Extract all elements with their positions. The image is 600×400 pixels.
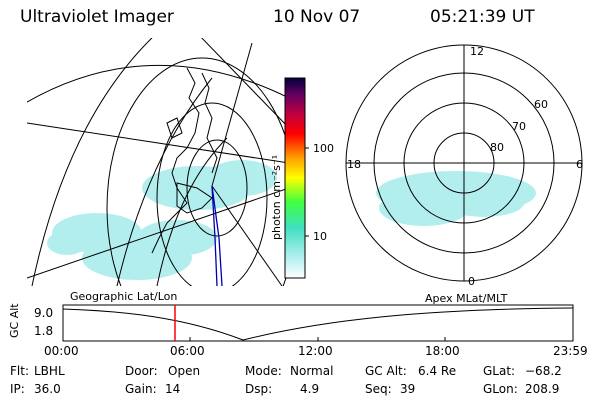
geographic-map [27, 38, 289, 286]
date-label: 10 Nov 07 [273, 7, 361, 27]
polar-map [345, 44, 583, 282]
gcalt-value: 6.4 Re [418, 364, 457, 378]
orbit-altitude-timeline [62, 304, 574, 342]
mlt-label-6: 6 [576, 158, 583, 171]
timeline-y-tick-9: 9.0 [34, 306, 54, 320]
door-label: Door: [125, 364, 158, 378]
gain-value: 14 [165, 382, 181, 396]
colorbar-tick-100: 100 [313, 142, 334, 155]
mlat-label-70: 70 [512, 120, 526, 133]
glon-label: GLon: [483, 382, 518, 396]
dsp-value: 4.9 [300, 382, 320, 396]
ip-value: 36.0 [34, 382, 61, 396]
glon-value: 208.9 [525, 382, 560, 396]
timeline-x-tick-0000: 00:00 [44, 344, 79, 358]
gcalt-label: GC Alt: [365, 364, 407, 378]
aurora-emission-geo [47, 160, 277, 280]
mlt-label-0: 0 [468, 275, 475, 288]
orbit-track-geo [211, 185, 223, 286]
timeline-y-tick-1-8: 1.8 [34, 324, 54, 338]
dsp-label: Dsp: [245, 382, 273, 396]
door-value: Open [168, 364, 201, 378]
colorbar-tick-10: 10 [313, 230, 327, 243]
glat-value: −68.2 [525, 364, 562, 378]
timeline-x-tick-1800: 18:00 [425, 344, 460, 358]
seq-value: 39 [400, 382, 416, 396]
mode-label: Mode: [245, 364, 282, 378]
mlt-label-12: 12 [470, 45, 484, 58]
time-label: 05:21:39 UT [430, 7, 535, 27]
glat-label: GLat: [483, 364, 516, 378]
mlat-label-80: 80 [490, 141, 504, 154]
instrument-title: Ultraviolet Imager [20, 7, 174, 27]
timeline-x-tick-2359: 23:59 [553, 344, 588, 358]
mode-value: Normal [290, 364, 334, 378]
geo-map-label: Geographic Lat/Lon [70, 290, 178, 303]
timeline-axis-title: GC Alt [8, 303, 21, 338]
flt-label: Flt: [10, 364, 29, 378]
colorbar [284, 77, 309, 279]
mlat-label-60: 60 [534, 98, 548, 111]
polar-map-label: Apex MLat/MLT [425, 292, 508, 305]
seq-label: Seq: [365, 382, 392, 396]
ip-label: IP: [10, 382, 25, 396]
flt-value: LBHL [34, 364, 65, 378]
timeline-x-tick-1200: 12:00 [298, 344, 333, 358]
mlt-label-18: 18 [347, 158, 361, 171]
timeline-x-tick-0600: 06:00 [170, 344, 205, 358]
gain-label: Gain: [125, 382, 157, 396]
colorbar-unit-label: photon cm⁻²s⁻¹ [270, 154, 283, 240]
altitude-curve [62, 307, 574, 341]
